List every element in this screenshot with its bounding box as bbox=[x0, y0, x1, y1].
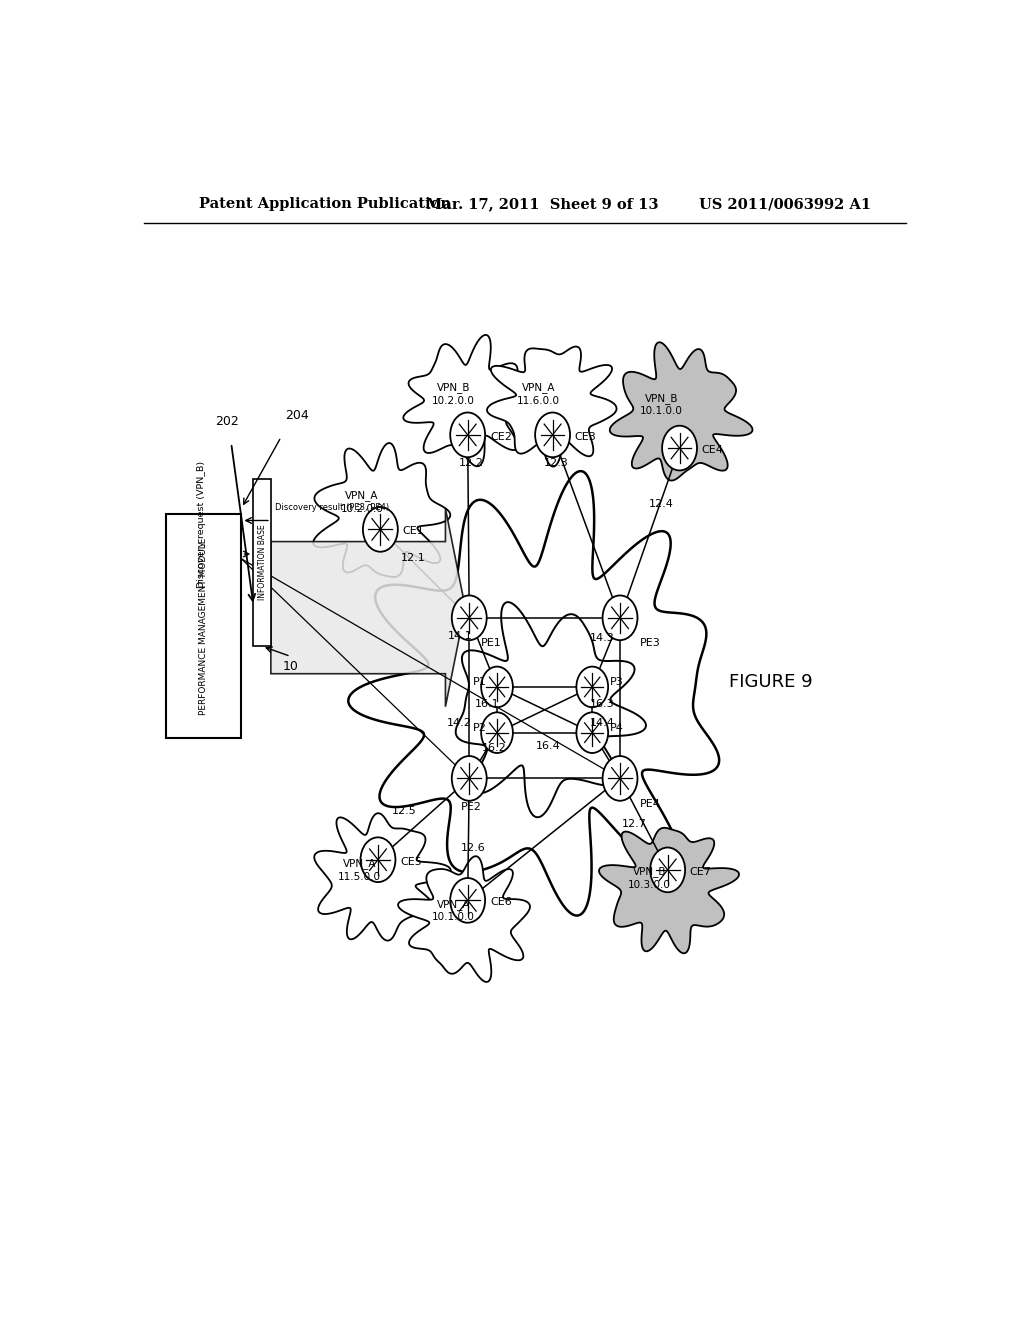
Text: PE3: PE3 bbox=[640, 639, 660, 648]
Text: VPN_A
10.1.0.0: VPN_A 10.1.0.0 bbox=[432, 899, 475, 923]
Text: CE2: CE2 bbox=[489, 432, 512, 442]
Text: CE4: CE4 bbox=[701, 445, 724, 455]
Text: 12.1: 12.1 bbox=[401, 553, 426, 562]
Text: 14.4: 14.4 bbox=[590, 718, 615, 727]
Polygon shape bbox=[348, 471, 719, 916]
Text: 12.3: 12.3 bbox=[544, 458, 569, 469]
Circle shape bbox=[451, 412, 485, 457]
Text: FIGURE 9: FIGURE 9 bbox=[729, 673, 813, 690]
Text: 12.2: 12.2 bbox=[459, 458, 483, 469]
Text: CE1: CE1 bbox=[402, 527, 424, 536]
Text: PE4: PE4 bbox=[640, 799, 660, 809]
Circle shape bbox=[536, 412, 570, 457]
Text: 16.3: 16.3 bbox=[590, 700, 614, 709]
Text: 16.1: 16.1 bbox=[474, 700, 499, 709]
Text: Patent Application Publication: Patent Application Publication bbox=[200, 197, 452, 211]
Polygon shape bbox=[313, 444, 451, 577]
Text: VPN_A
10.2.0.0: VPN_A 10.2.0.0 bbox=[341, 490, 384, 513]
Text: 12.6: 12.6 bbox=[461, 842, 485, 853]
Text: P4: P4 bbox=[609, 722, 624, 733]
Text: Discovery request (VPN_B): Discovery request (VPN_B) bbox=[198, 461, 206, 587]
Circle shape bbox=[481, 667, 513, 708]
Text: INFORMATION BASE: INFORMATION BASE bbox=[258, 524, 266, 601]
Polygon shape bbox=[609, 342, 753, 480]
FancyBboxPatch shape bbox=[253, 479, 270, 647]
Circle shape bbox=[481, 713, 513, 752]
Text: 204: 204 bbox=[285, 409, 309, 421]
Text: P2: P2 bbox=[473, 722, 487, 733]
Text: 14.1: 14.1 bbox=[447, 631, 472, 642]
Text: P3: P3 bbox=[609, 677, 624, 686]
Text: 202: 202 bbox=[215, 414, 239, 428]
Polygon shape bbox=[456, 602, 646, 817]
Text: Mar. 17, 2011  Sheet 9 of 13: Mar. 17, 2011 Sheet 9 of 13 bbox=[426, 197, 658, 211]
Text: CE7: CE7 bbox=[690, 867, 712, 876]
Text: VPN_B
10.1.0.0: VPN_B 10.1.0.0 bbox=[640, 393, 683, 416]
Polygon shape bbox=[314, 813, 451, 941]
Text: 16.2: 16.2 bbox=[482, 743, 507, 752]
Text: VPN_A
11.6.0.0: VPN_A 11.6.0.0 bbox=[517, 383, 560, 405]
Polygon shape bbox=[270, 508, 465, 706]
Text: VPN_B
10.2.0.0: VPN_B 10.2.0.0 bbox=[432, 383, 475, 405]
Text: P1: P1 bbox=[473, 677, 487, 686]
FancyBboxPatch shape bbox=[166, 515, 242, 738]
Text: PE2: PE2 bbox=[461, 801, 482, 812]
Circle shape bbox=[451, 878, 485, 923]
Text: 16.4: 16.4 bbox=[537, 741, 561, 751]
Circle shape bbox=[452, 595, 486, 640]
Circle shape bbox=[663, 426, 697, 470]
Circle shape bbox=[602, 756, 638, 801]
Text: CE6: CE6 bbox=[489, 898, 512, 907]
Text: CE3: CE3 bbox=[574, 432, 597, 442]
Polygon shape bbox=[599, 828, 739, 953]
Circle shape bbox=[362, 507, 398, 552]
Circle shape bbox=[452, 756, 486, 801]
Text: VPN_B
10.3.0.0: VPN_B 10.3.0.0 bbox=[628, 866, 671, 890]
Text: PE1: PE1 bbox=[481, 639, 502, 648]
Text: VPN_A
11.5.0.0: VPN_A 11.5.0.0 bbox=[338, 858, 381, 882]
Polygon shape bbox=[403, 335, 527, 466]
Text: 14.2: 14.2 bbox=[447, 718, 472, 727]
Text: 14.3: 14.3 bbox=[590, 634, 615, 643]
Circle shape bbox=[577, 713, 608, 752]
Text: US 2011/0063992 A1: US 2011/0063992 A1 bbox=[699, 197, 871, 211]
Text: 12.5: 12.5 bbox=[392, 807, 417, 816]
Circle shape bbox=[577, 667, 608, 708]
Polygon shape bbox=[487, 347, 616, 466]
Text: 12.4: 12.4 bbox=[649, 499, 674, 510]
Text: PERFORMANCE MANAGEMENT MODULE: PERFORMANCE MANAGEMENT MODULE bbox=[200, 537, 208, 714]
Text: CE5: CE5 bbox=[400, 857, 422, 867]
Circle shape bbox=[602, 595, 638, 640]
Text: 10: 10 bbox=[283, 660, 299, 673]
Text: 12.7: 12.7 bbox=[622, 820, 647, 829]
Text: Discovery result (PE3, PE4): Discovery result (PE3, PE4) bbox=[274, 503, 389, 512]
Circle shape bbox=[650, 847, 685, 892]
Polygon shape bbox=[398, 857, 530, 982]
Circle shape bbox=[360, 837, 395, 882]
